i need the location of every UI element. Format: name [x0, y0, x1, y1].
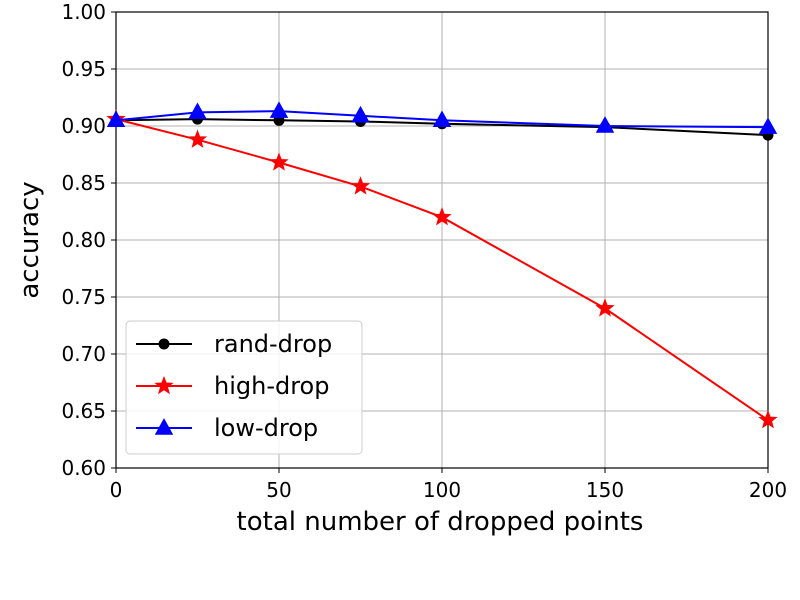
data-point-low-drop	[595, 116, 615, 133]
series-low-drop	[106, 101, 778, 134]
y-tick-label: 0.60	[61, 456, 106, 480]
legend-marker	[154, 375, 174, 395]
data-point-low-drop	[269, 101, 289, 118]
y-tick-label: 0.85	[61, 171, 106, 195]
x-tick-label: 50	[266, 478, 291, 502]
data-point-low-drop	[351, 105, 370, 123]
y-tick-label: 0.70	[61, 342, 106, 366]
data-point-low-drop	[188, 102, 207, 120]
x-tick-label: 100	[423, 478, 461, 502]
legend-marker	[154, 418, 174, 435]
legend-label: high-drop	[214, 372, 329, 400]
legend-item-rand-drop: rand-drop	[136, 330, 332, 358]
legend-marker	[158, 338, 170, 350]
legend-label: rand-drop	[214, 330, 332, 358]
y-tick-label: 0.80	[61, 228, 106, 252]
data-point-low-drop	[758, 117, 778, 134]
data-point-high-drop	[595, 298, 615, 317]
y-tick-label: 0.75	[61, 285, 106, 309]
legend-item-low-drop: low-drop	[136, 414, 318, 442]
y-tick-label: 0.90	[61, 114, 106, 138]
legend: rand-drop high-drop low-drop	[125, 320, 363, 455]
data-point-high-drop	[269, 152, 289, 171]
x-tick-label: 0	[110, 478, 123, 502]
x-axis-label: total number of dropped points	[237, 507, 644, 537]
y-axis-label: accuracy	[15, 181, 45, 298]
data-point-high-drop	[432, 207, 452, 226]
legend-label: low-drop	[214, 414, 318, 442]
data-point-high-drop	[350, 176, 371, 195]
y-tick-label: 0.95	[61, 57, 106, 81]
x-tick-label: 150	[586, 478, 624, 502]
legend-item-high-drop: high-drop	[136, 372, 329, 400]
data-point-high-drop	[758, 409, 778, 429]
data-point-low-drop	[432, 110, 452, 127]
data-point-high-drop	[187, 129, 208, 148]
series	[106, 101, 778, 429]
legend-box	[125, 320, 363, 455]
y-tick-label: 0.65	[61, 399, 106, 423]
y-tick-label: 1.00	[61, 0, 106, 24]
plot-frame	[115, 11, 769, 469]
data-point-low-drop	[106, 110, 126, 127]
x-tick-label: 200	[749, 478, 787, 502]
tick-labels: 0 50 100 150 200 0.60 0.65 0.70 0.75 0.80 0.85 0.90…	[61, 0, 787, 502]
